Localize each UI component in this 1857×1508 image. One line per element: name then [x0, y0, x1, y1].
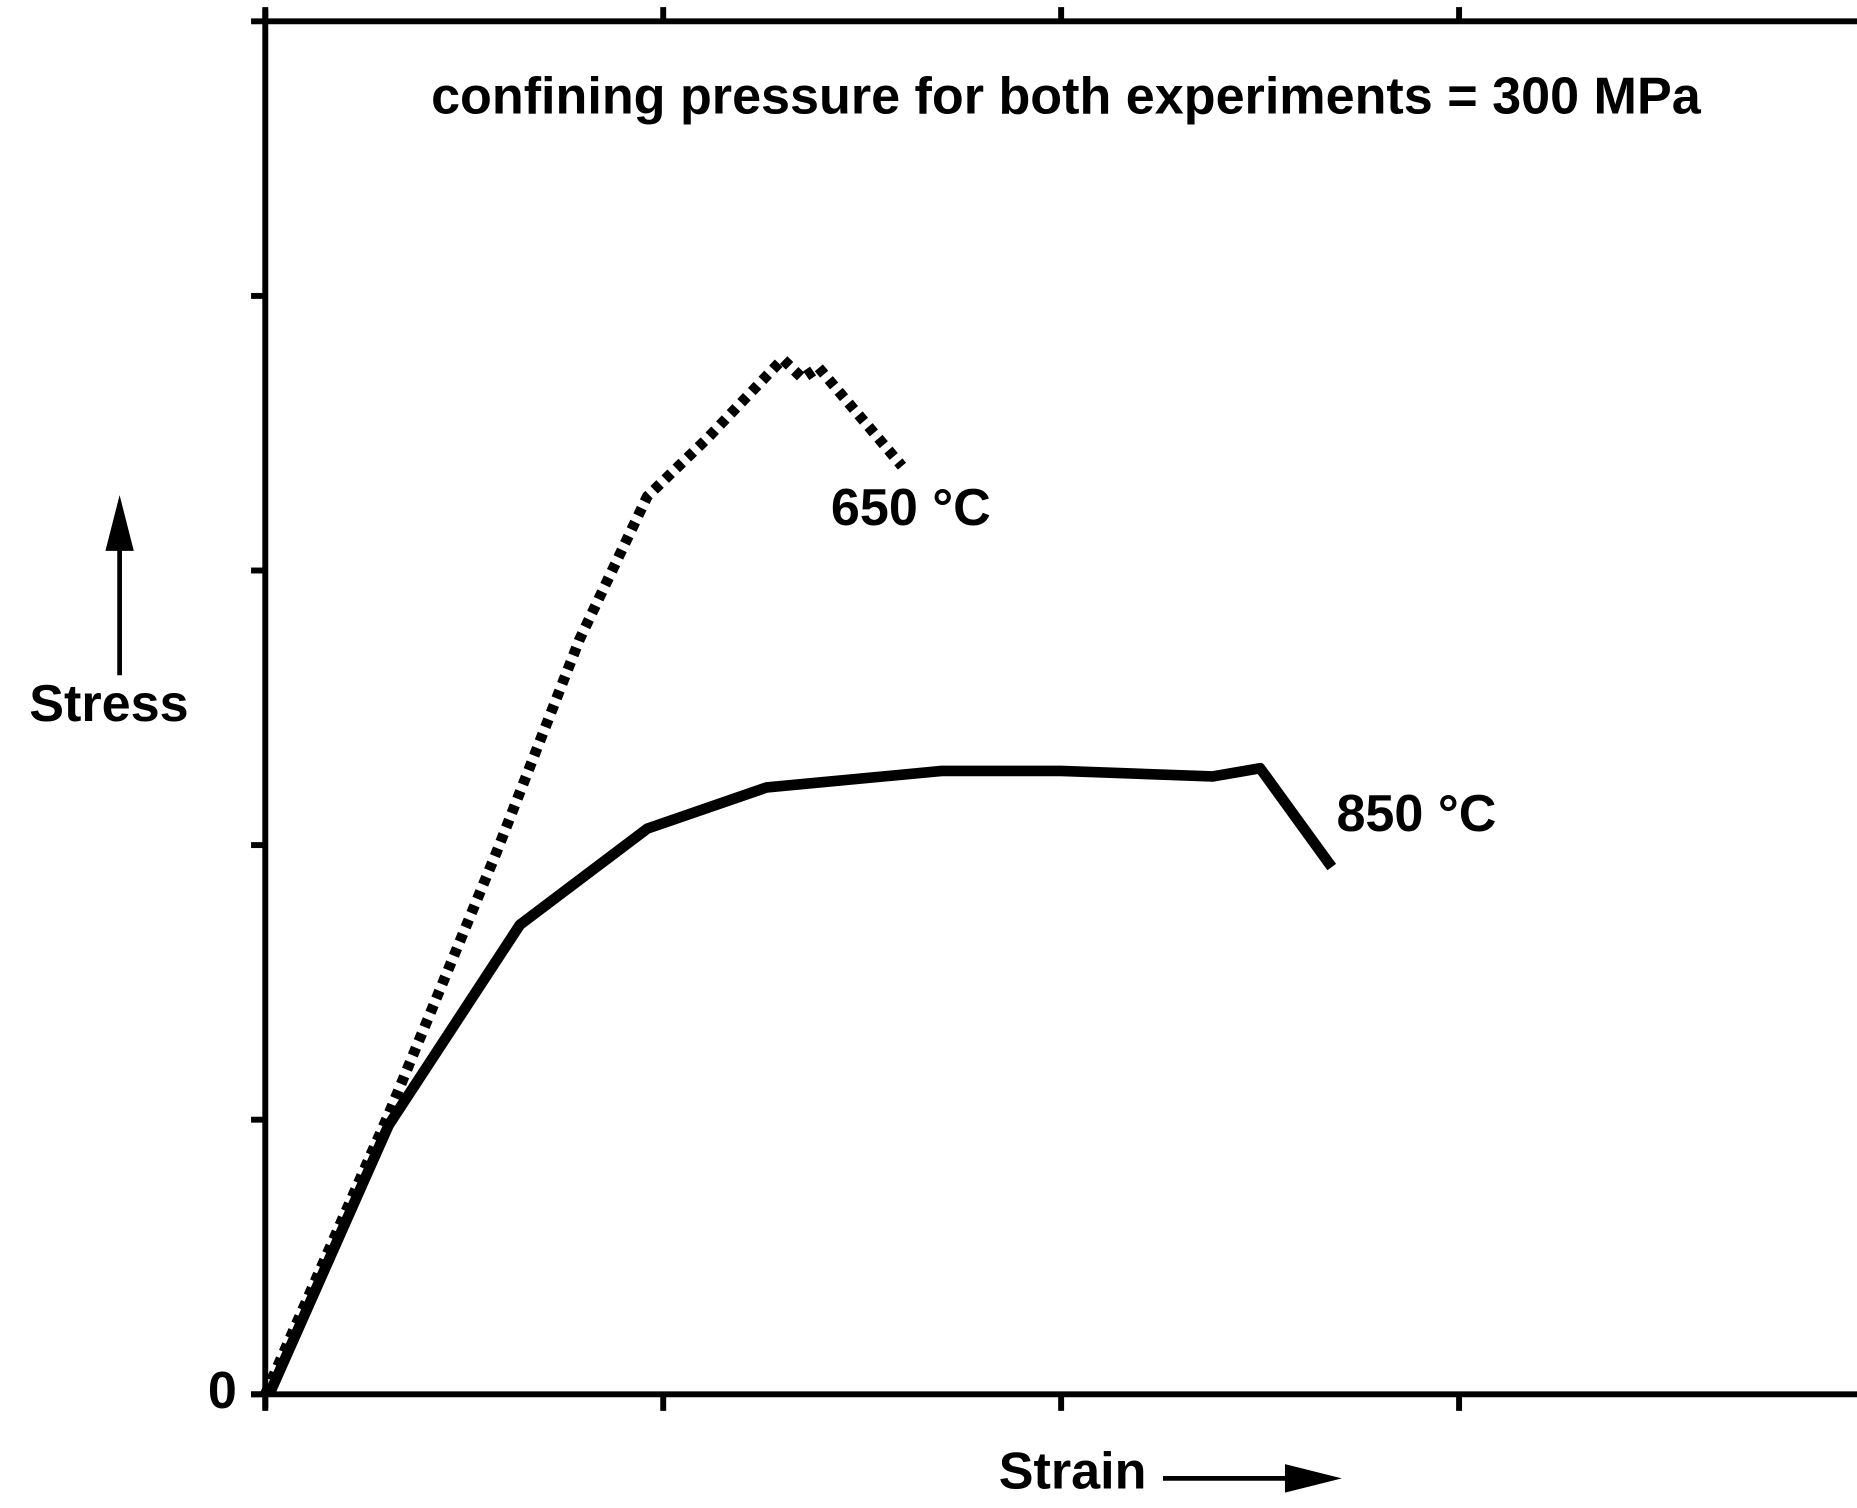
y-axis-arrowhead [105, 495, 134, 551]
x-axis-arrowhead [1284, 1464, 1342, 1493]
series-line [264, 762, 1337, 1397]
x-axis-label: Strain [999, 1443, 1147, 1501]
y-axis-label: Stress [29, 675, 188, 733]
y-tick-label: 0 [208, 1362, 237, 1420]
series-label: 650 °C [831, 479, 991, 537]
series-label: 850 °C [1336, 785, 1496, 843]
series-line [260, 353, 907, 1397]
chart-title: confining pressure for both experiments … [431, 67, 1702, 125]
